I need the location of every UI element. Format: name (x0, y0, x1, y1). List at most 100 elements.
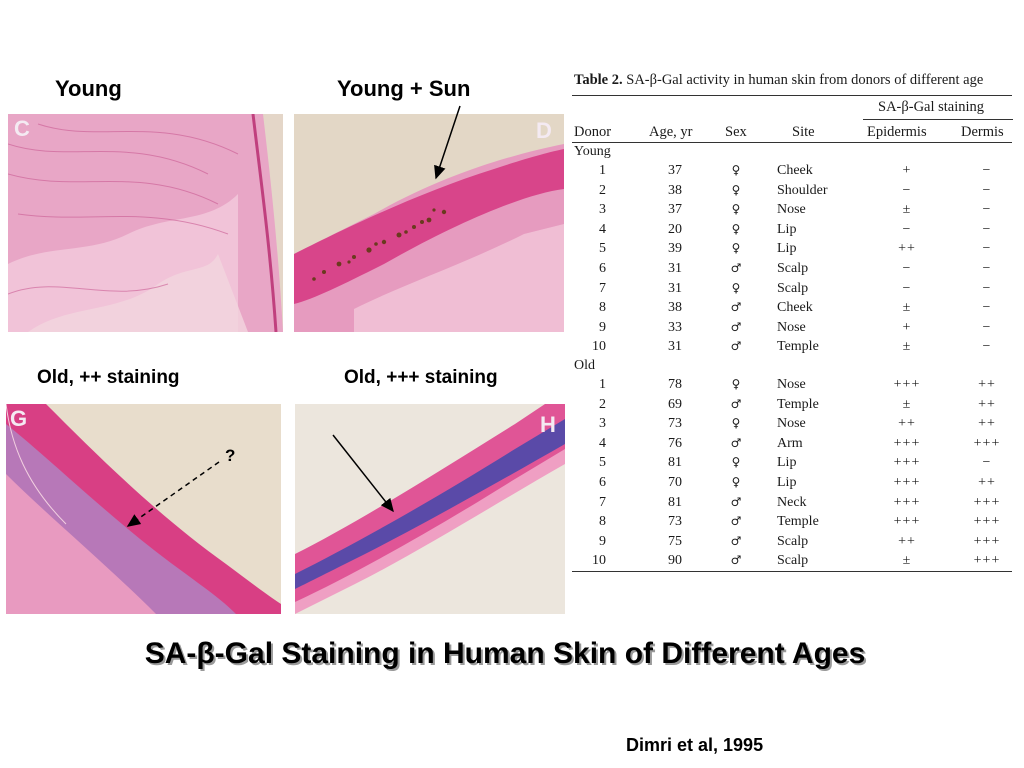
cell-dermis: − (982, 455, 992, 471)
cell-epidermis: − (902, 260, 912, 276)
table-caption: Table 2. SA-β-Gal activity in human skin… (574, 72, 1012, 89)
cell-dermis: − (982, 339, 992, 355)
cell-dermis: − (982, 202, 992, 218)
micrograph-old-plus-plus: G (6, 404, 281, 614)
cell-epidermis: +++ (893, 474, 921, 490)
cell-donor: 5 (599, 455, 606, 471)
slide-title: SA-β-Gal Staining in Human Skin of Diffe… (144, 637, 866, 670)
table-caption-text: SA-β-Gal activity in human skin from don… (626, 72, 984, 88)
cell-age: 73 (668, 416, 682, 432)
cell-dermis: − (982, 280, 992, 296)
cell-age: 69 (668, 396, 682, 412)
cell-sex: ♀ (731, 376, 741, 391)
cell-age: 78 (668, 376, 682, 392)
cell-epidermis: + (902, 163, 912, 178)
table-row: 5 81 ♀ Lip +++ − (572, 453, 1012, 473)
cell-epidermis: ± (902, 396, 912, 412)
cell-sex: ♀ (731, 163, 741, 177)
panel-label-h: H (540, 412, 556, 437)
cell-epidermis: ++ (898, 416, 916, 432)
cell-sex: ♂ (730, 319, 742, 334)
caption-young-sun: Young + Sun (337, 76, 471, 101)
cell-donor: 2 (599, 182, 606, 198)
cell-donor: 10 (592, 553, 606, 569)
cell-dermis: − (982, 260, 992, 276)
cell-site: Nose (777, 376, 806, 392)
cell-epidermis: ++ (898, 241, 916, 257)
cell-dermis: +++ (973, 533, 1001, 549)
cell-donor: 2 (599, 396, 606, 412)
cell-age: 38 (668, 182, 682, 198)
cell-dermis: − (982, 300, 992, 316)
cell-age: 38 (668, 300, 682, 316)
cell-sex: ♂ (730, 514, 742, 529)
cell-donor: 7 (599, 494, 606, 510)
table-row: 8 73 ♂ Temple +++ +++ (572, 512, 1012, 532)
cell-sex: ♂ (730, 553, 742, 568)
cell-epidermis: − (902, 280, 912, 296)
cell-site: Scalp (777, 260, 809, 276)
cell-site: Scalp (777, 553, 809, 569)
caption-young: Young (55, 76, 122, 101)
table-row: 7 81 ♂ Neck +++ +++ (572, 493, 1012, 513)
cell-site: Scalp (777, 280, 809, 296)
cell-sex: ♂ (730, 396, 742, 411)
table-row: 3 37 ♀ Nose ± − (572, 200, 1012, 220)
table-row: 9 75 ♂ Scalp ++ +++ (572, 532, 1012, 552)
cell-sex: ♀ (731, 241, 741, 256)
cell-site: Neck (777, 494, 807, 510)
panel-label-g: G (10, 406, 28, 431)
table-row: 1 37 ♀ Cheek + − (572, 161, 1012, 181)
cell-donor: 3 (599, 416, 606, 432)
cell-site: Cheek (777, 300, 813, 316)
cell-donor: 4 (599, 221, 606, 237)
cell-dermis: ++ (978, 376, 996, 392)
cell-sex: ♀ (731, 202, 741, 217)
cell-age: 76 (668, 435, 682, 451)
arrow-sun-damage (434, 105, 461, 180)
cell-sex: ♂ (730, 533, 742, 548)
citation: Dimri et al, 1995 (626, 735, 764, 755)
group-label-old: Old (574, 357, 595, 373)
cell-site: Cheek (777, 163, 813, 178)
cell-sex: ♂ (730, 435, 742, 450)
cell-dermis: − (982, 241, 992, 257)
cell-donor: 9 (599, 319, 606, 335)
table-row: 1 78 ♀ Nose +++ ++ (572, 375, 1012, 395)
cell-dermis: +++ (973, 435, 1001, 451)
table-row: 10 90 ♂ Scalp ± +++ (572, 551, 1012, 571)
cell-epidermis: − (902, 182, 912, 198)
panel-label-d: D (536, 118, 552, 143)
header-dermis: Dermis (961, 124, 1004, 140)
cell-epidermis: +++ (893, 514, 921, 530)
cell-sex: ♂ (730, 300, 742, 315)
cell-age: 73 (668, 514, 682, 530)
cell-site: Temple (777, 514, 819, 530)
header-site: Site (792, 124, 815, 140)
cell-site: Nose (777, 319, 806, 335)
cell-site: Arm (777, 435, 803, 451)
table-row: 8 38 ♂ Cheek ± − (572, 298, 1012, 318)
cell-sex: ♀ (731, 455, 741, 470)
header-sex: Sex (725, 124, 747, 140)
cell-epidermis: ± (902, 339, 912, 355)
cell-epidermis: ± (902, 300, 912, 316)
arrow-questioned-staining (126, 461, 220, 527)
cell-age: 31 (668, 260, 682, 276)
cell-sex: ♀ (731, 221, 741, 236)
cell-sex: ♀ (731, 280, 741, 295)
table-row: 10 31 ♂ Temple ± − (572, 337, 1012, 357)
cell-dermis: − (982, 221, 992, 237)
cell-epidermis: ++ (898, 533, 916, 549)
cell-site: Temple (777, 339, 819, 355)
cell-donor: 7 (599, 280, 606, 296)
cell-epidermis: +++ (893, 455, 921, 471)
cell-epidermis: ± (902, 553, 912, 569)
cell-dermis: +++ (973, 514, 1001, 530)
cell-age: 81 (668, 455, 682, 471)
table-row: 3 73 ♀ Nose ++ ++ (572, 414, 1012, 434)
cell-age: 81 (668, 494, 682, 510)
table-header-rule (572, 142, 1012, 143)
cell-donor: 5 (599, 241, 606, 257)
cell-donor: 3 (599, 202, 606, 218)
